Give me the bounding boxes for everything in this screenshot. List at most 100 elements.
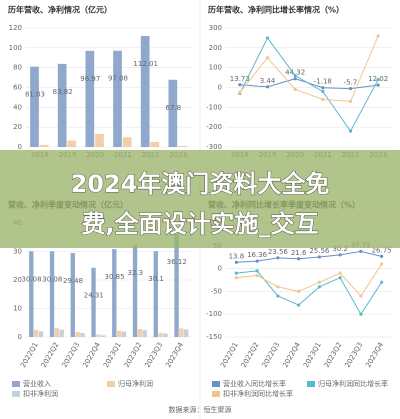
bar xyxy=(54,328,60,337)
y-tick-label: 100 xyxy=(9,44,22,52)
line xyxy=(236,263,383,297)
data-label: 96.97 xyxy=(80,75,100,83)
bar xyxy=(168,79,178,147)
data-label: 67.8 xyxy=(166,104,182,112)
y-tick-label: 10 xyxy=(13,305,22,313)
bar xyxy=(163,333,168,337)
bar xyxy=(150,141,160,147)
data-label: 13.8 xyxy=(229,252,245,260)
data-label: 44.32 xyxy=(285,69,305,77)
point xyxy=(293,77,297,81)
point xyxy=(265,85,270,89)
bar xyxy=(85,50,95,147)
point xyxy=(276,256,280,260)
y-tick-label: -200 xyxy=(206,123,222,131)
point xyxy=(234,276,238,280)
point xyxy=(348,87,353,91)
y-tick-label: 60 xyxy=(13,84,22,92)
y-tick-label: 100 xyxy=(209,64,222,72)
point xyxy=(359,312,363,316)
bar xyxy=(137,329,143,337)
line xyxy=(239,36,379,133)
legend-swatch xyxy=(307,381,315,387)
data-label: 25.56 xyxy=(309,247,330,255)
bar xyxy=(142,330,147,337)
legend-label: 归母净利润 xyxy=(118,379,153,388)
y-tick-label: 120 xyxy=(9,24,22,32)
bar xyxy=(101,335,106,337)
point xyxy=(276,294,280,298)
y-tick-label: 20 xyxy=(13,123,22,131)
bar xyxy=(38,331,44,337)
bar xyxy=(30,66,39,147)
point xyxy=(338,253,342,257)
bar xyxy=(67,140,77,147)
legend-label: 扣非净利润 xyxy=(23,389,58,398)
bar xyxy=(121,331,127,337)
data-label: 30.1 xyxy=(148,275,164,283)
point xyxy=(317,280,321,284)
data-label: 23.56 xyxy=(268,248,289,256)
y-tick-label: 300 xyxy=(209,24,222,32)
source: 数据来源：恒生聚源 xyxy=(169,405,232,414)
legend-label: 扣非净利润同比增长率 xyxy=(223,389,293,398)
data-label: -5.7 xyxy=(344,79,358,87)
bar xyxy=(112,249,117,337)
point xyxy=(276,285,280,289)
legend-swatch xyxy=(107,381,115,387)
bar xyxy=(184,329,189,337)
bar xyxy=(122,137,132,147)
data-label: 3.44 xyxy=(260,77,276,85)
point xyxy=(265,36,270,40)
data-label: 21.6 xyxy=(291,249,307,257)
bar xyxy=(91,267,96,337)
legend-swatch xyxy=(212,391,220,397)
point xyxy=(293,74,297,78)
point xyxy=(380,280,384,284)
point xyxy=(297,303,301,307)
point xyxy=(376,83,380,87)
point xyxy=(255,259,259,263)
point xyxy=(234,260,238,264)
y-tick-label: 80 xyxy=(13,64,22,72)
point xyxy=(297,289,301,293)
y-tick-label: 30 xyxy=(13,248,22,256)
point xyxy=(380,254,384,259)
data-label: 30.2 xyxy=(332,245,348,253)
point xyxy=(297,257,301,261)
legend-swatch xyxy=(212,381,220,387)
bar xyxy=(57,63,67,147)
bar xyxy=(132,244,138,337)
banner-line: 费,全面设计实施_交互 xyxy=(81,210,318,238)
data-label: 29.48 xyxy=(63,277,83,285)
point xyxy=(348,129,353,133)
line xyxy=(236,250,382,263)
point xyxy=(348,99,353,103)
data-label: 16.36 xyxy=(247,251,268,259)
data-label: 112.01 xyxy=(133,60,158,68)
point xyxy=(255,273,259,278)
data-label: 30.08 xyxy=(42,275,62,283)
data-label: 24.31 xyxy=(84,292,104,300)
point xyxy=(359,249,363,253)
chart-title: 历年营收、净利情况（亿元） xyxy=(8,5,112,15)
legend-label: 营业收入 xyxy=(23,379,51,388)
legend-label: 归母净利润同比增长率 xyxy=(318,379,388,388)
bar xyxy=(49,251,55,337)
point xyxy=(321,89,325,94)
bar xyxy=(95,133,104,147)
data-label: 81.03 xyxy=(25,91,45,99)
bar xyxy=(59,329,64,337)
y-tick-label: 0 xyxy=(218,265,222,273)
point xyxy=(380,262,384,266)
legend-swatch xyxy=(12,391,20,397)
bar xyxy=(70,252,75,337)
chart-title: 历年营收、净利同比增长率情况（%） xyxy=(208,5,344,15)
y-tick-label: -150 xyxy=(206,333,222,341)
bar xyxy=(75,331,80,337)
y-tick-label: 40 xyxy=(13,103,22,111)
y-tick-label: -300 xyxy=(206,143,222,151)
data-label: 30.85 xyxy=(105,273,125,281)
banner-band xyxy=(0,150,400,248)
